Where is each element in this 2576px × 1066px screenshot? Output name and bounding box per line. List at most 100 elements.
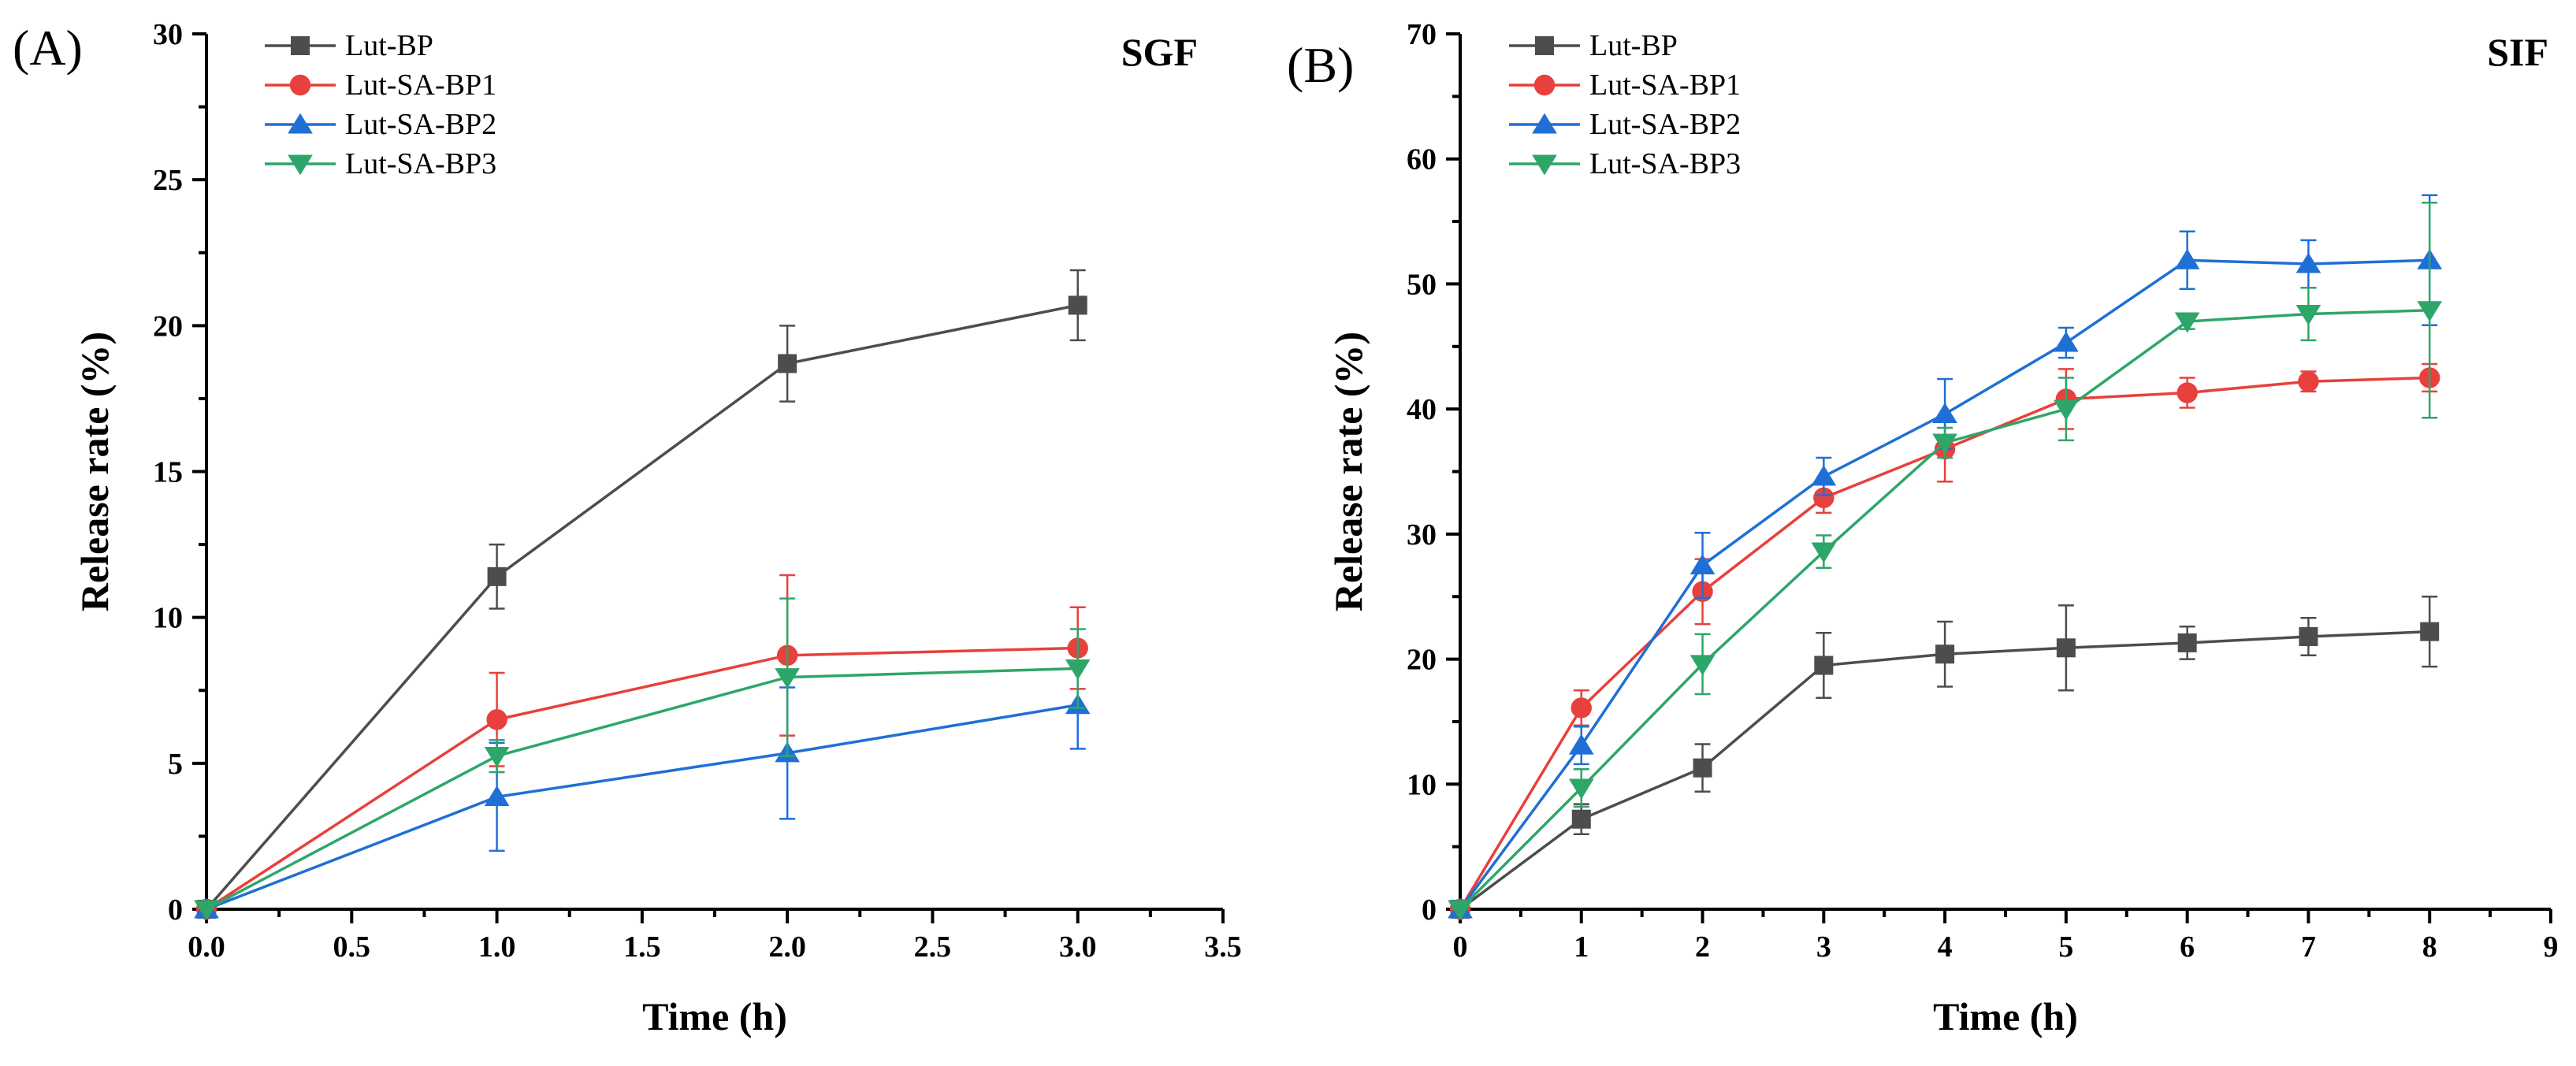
y-tick-label: 20 [1407, 644, 1437, 677]
legend-marker [288, 113, 313, 134]
legend-label: Lut-SA-BP1 [1589, 69, 1741, 102]
series-line [205, 303, 1079, 911]
y-tick-label: 25 [153, 164, 183, 197]
x-tick-label: 0.5 [333, 930, 371, 964]
data-point [2176, 382, 2198, 403]
y-tick-label: 50 [1407, 268, 1437, 301]
y-tick-label: 10 [153, 602, 183, 635]
legend-marker [1532, 113, 1557, 134]
condition-label: SIF [2487, 30, 2548, 74]
legend-marker [291, 36, 310, 55]
condition-label: SGF [1121, 30, 1198, 74]
x-tick-label: 0.0 [188, 930, 225, 964]
x-axis-title: Time (h) [1933, 994, 2078, 1038]
x-tick-label: 1 [1574, 930, 1589, 964]
data-point [1448, 900, 1473, 921]
legend-label: Lut-SA-BP2 [1589, 108, 1741, 141]
legend-marker [1532, 154, 1557, 176]
data-point [487, 566, 507, 586]
data-point [1811, 542, 1837, 563]
x-tick-label: 5 [2058, 930, 2073, 964]
y-tick-label: 40 [1407, 393, 1437, 426]
series-line [206, 646, 1078, 911]
data-point [1811, 465, 1837, 486]
data-point [1571, 697, 1592, 719]
y-tick-label: 20 [153, 310, 183, 343]
data-point [2054, 331, 2079, 352]
data-point [775, 668, 800, 689]
data-point [1814, 656, 1834, 675]
data-point [2054, 399, 2079, 421]
series-lut-bp [197, 269, 1087, 919]
data-point [2420, 622, 2440, 641]
x-tick-label: 3 [1816, 930, 1831, 964]
x-tick-label: 7 [2301, 930, 2316, 964]
data-point [778, 354, 797, 373]
data-point [1568, 778, 1594, 800]
y-tick-label: 60 [1407, 143, 1437, 176]
panel-label: (B) [1287, 37, 1354, 93]
legend-label: Lut-BP [1589, 29, 1678, 62]
x-tick-label: 9 [2544, 930, 2559, 964]
data-point [2295, 252, 2321, 273]
data-point [1932, 403, 1957, 424]
data-point [1693, 758, 1712, 778]
legend-label: Lut-SA-BP2 [345, 108, 496, 141]
x-tick-label: 1.0 [478, 930, 516, 964]
x-tick-label: 2.5 [914, 930, 952, 964]
series-lut-sa-bp2 [1448, 194, 2443, 919]
data-point [2056, 638, 2076, 658]
x-tick-label: 2.0 [768, 930, 806, 964]
x-tick-label: 3.5 [1204, 930, 1242, 964]
y-tick-label: 70 [1407, 18, 1437, 51]
y-axis-title: Release rate (%) [72, 332, 117, 611]
data-point [484, 747, 510, 767]
x-tick-label: 0 [1453, 930, 1468, 964]
legend: Lut-BP Lut-SA-BP1 Lut-SA-BP2 Lut-SA-BP3 [265, 29, 496, 180]
series-lut-sa-bp3 [1448, 202, 2443, 921]
y-axis-title: Release rate (%) [1326, 332, 1370, 611]
data-point [2298, 371, 2319, 392]
y-tick-label: 0 [1422, 893, 1437, 927]
series-lut-bp [1451, 595, 2440, 919]
data-point [2299, 627, 2318, 647]
x-tick-label: 1.5 [623, 930, 661, 964]
data-point [484, 786, 510, 806]
data-point [1689, 554, 1715, 575]
legend-label: Lut-BP [345, 29, 433, 62]
legend-marker [289, 74, 311, 96]
y-tick-label: 30 [153, 18, 183, 51]
legend-marker [1535, 36, 1554, 55]
legend-marker [1533, 74, 1556, 96]
x-axis-title: Time (h) [642, 994, 787, 1038]
data-point [2174, 312, 2200, 333]
legend-label: Lut-SA-BP3 [345, 147, 496, 180]
legend-label: Lut-SA-BP1 [345, 69, 496, 102]
panel-label: (A) [13, 20, 83, 76]
data-point [2417, 301, 2443, 322]
series-lut-sa-bp2 [194, 659, 1091, 919]
y-tick-label: 30 [1407, 518, 1437, 552]
legend-marker [288, 154, 313, 176]
x-tick-label: 4 [1938, 930, 1953, 964]
chart-panel-b: 0 1 2 3 4 5 6 7 8 9 0 10 20 30 40 50 60 70 Time (h) Release… [1287, 18, 2559, 1038]
data-point [1935, 644, 1955, 664]
data-point [2177, 633, 2197, 652]
data-point [1689, 655, 1715, 676]
chart-panel-a: 0.0 0.5 1.0 1.5 2.0 2.5 3.0 3.5 0 5 10 15 20 25 30 Time… [13, 18, 1242, 1038]
x-tick-label: 2 [1695, 930, 1710, 964]
series-lut-sa-bp3 [194, 597, 1091, 921]
data-point [194, 900, 219, 921]
y-tick-label: 5 [168, 748, 183, 781]
x-tick-label: 3.0 [1059, 930, 1097, 964]
series-line [206, 704, 1079, 911]
data-point [2295, 305, 2321, 325]
data-point [486, 709, 507, 730]
data-point [1813, 487, 1834, 509]
data-point [1932, 433, 1957, 455]
y-tick-label: 15 [153, 456, 183, 489]
data-point [2174, 248, 2200, 269]
x-tick-label: 8 [2422, 930, 2437, 964]
data-point [1068, 295, 1087, 315]
legend: Lut-BP Lut-SA-BP1 Lut-SA-BP2 Lut-SA-BP3 [1509, 29, 1741, 180]
